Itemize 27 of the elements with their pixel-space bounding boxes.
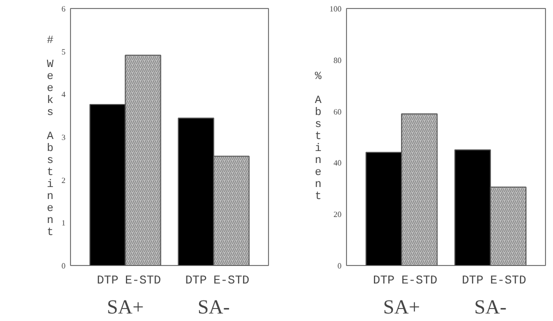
series-label: DTP <box>96 274 118 288</box>
y-tick-label: 100 <box>330 4 342 14</box>
x-tick-label: SA- <box>474 296 507 318</box>
y-tick-label: 6 <box>62 4 66 14</box>
text: E-STD <box>490 274 526 288</box>
y-tick-label: 0 <box>338 262 342 270</box>
x-tick-label: SA+ <box>106 296 144 318</box>
y-tick-label: 0 <box>62 262 66 270</box>
series-label: DTP <box>373 274 395 288</box>
series-label: E-STD <box>401 274 438 288</box>
text: # Weeks Abstinent <box>46 35 54 239</box>
text: DTP <box>462 274 484 288</box>
y-tick-label: 20 <box>334 210 342 220</box>
y-tick-label: 1 <box>62 218 66 228</box>
y-tick-label: 4 <box>62 90 66 100</box>
y-tick-label: 80 <box>334 56 342 65</box>
y-tick-label: 60 <box>334 107 342 116</box>
y-tick-label: 5 <box>62 47 66 56</box>
x-tick-label: SA- <box>198 296 230 318</box>
y-tick-label: 3 <box>62 133 66 142</box>
text: E-STD <box>124 274 161 288</box>
y-tick-label: 2 <box>62 176 66 185</box>
y-tick-label: 40 <box>334 158 342 168</box>
text: % Abstinent <box>314 71 322 203</box>
x-tick-label: SA+ <box>383 296 420 318</box>
series-label: E-STD <box>213 274 250 288</box>
text: DTP <box>185 274 207 288</box>
